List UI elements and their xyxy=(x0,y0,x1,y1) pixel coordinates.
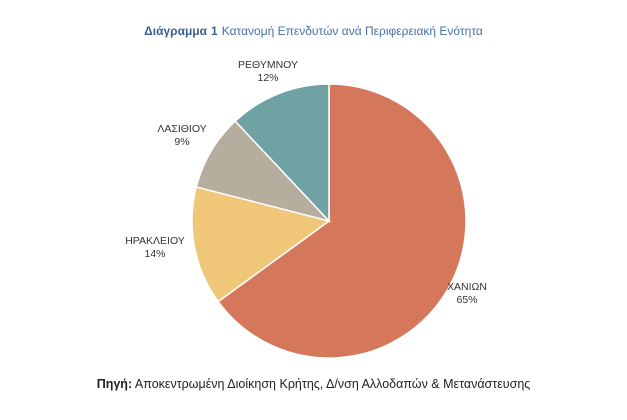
chart-title: Διάγραμμα 1 Κατανομή Επενδυτών ανά Περιφερ… xyxy=(0,24,627,38)
slice-category-label: ΧΑΝΙΩΝ xyxy=(447,281,487,293)
chart-title-text: Κατανομή Επενδυτών ανά Περιφερειακή Ενότ… xyxy=(221,24,483,38)
pie-slice-4 xyxy=(234,83,330,223)
source-note: Πηγή: Αποκεντρωμένη Διοίκηση Κρήτης, Δ/ν… xyxy=(0,377,627,391)
slice-category-label: ΛΑΣΙΘΙΟΥ xyxy=(157,123,206,135)
slice-percent-label: 65% xyxy=(456,294,477,306)
source-text: Αποκεντρωμένη Διοίκηση Κρήτης, Δ/νση Αλλ… xyxy=(134,377,531,391)
slice-percent-label: 9% xyxy=(174,136,189,148)
source-label: Πηγή: xyxy=(96,377,133,391)
pie-slice-2 xyxy=(191,186,331,303)
slice-percent-label: 12% xyxy=(257,72,278,84)
chart-title-number: 1 xyxy=(211,24,218,38)
slice-percent-label: 14% xyxy=(144,248,165,260)
slice-category-label: ΡΕΘΥΜΝΟΥ xyxy=(238,59,298,71)
chart-title-prefix: Διάγραμμα xyxy=(144,24,208,38)
pie-slice-1 xyxy=(217,83,467,359)
slice-category-label: ΗΡΑΚΛΕΙΟΥ xyxy=(125,235,185,247)
